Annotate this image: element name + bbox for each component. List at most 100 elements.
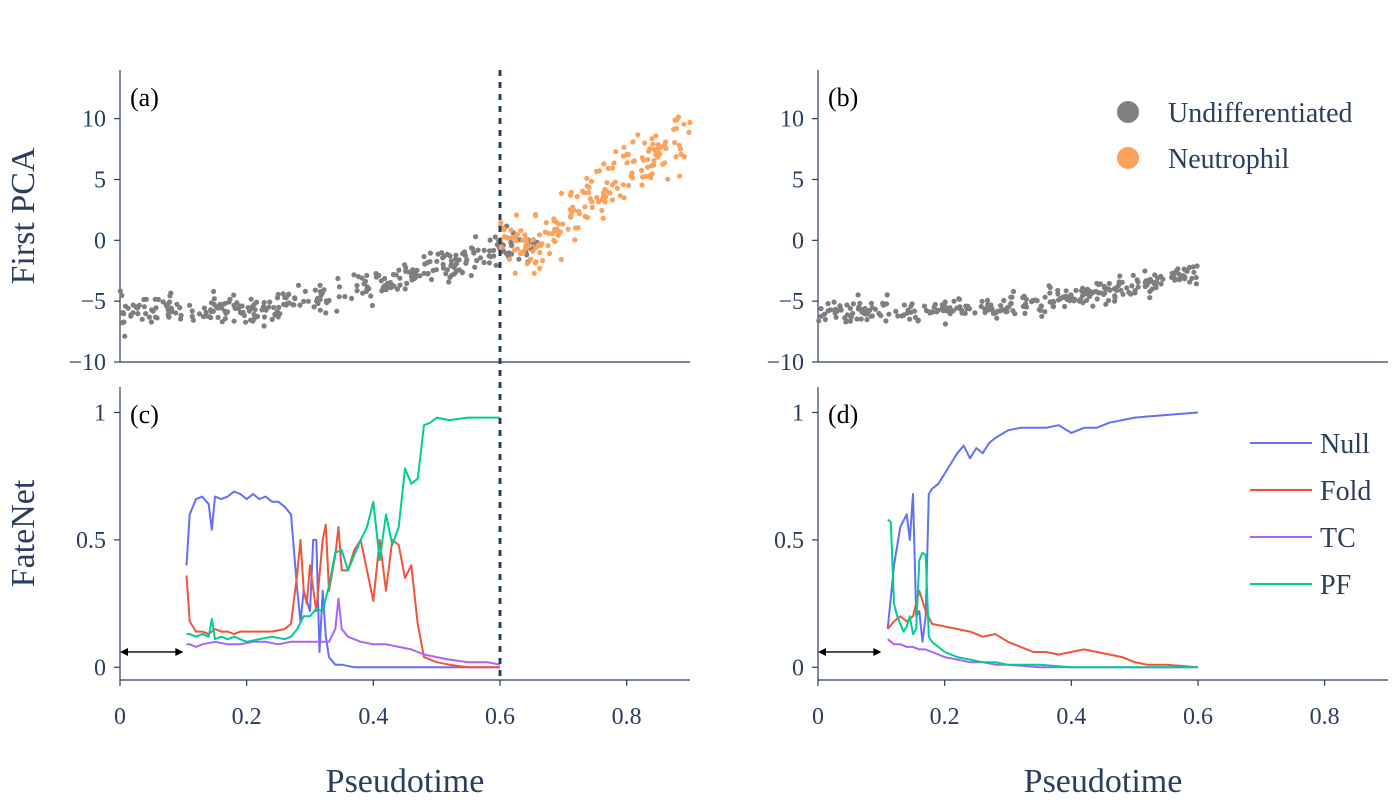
data-point [550, 230, 556, 237]
data-point [601, 161, 607, 167]
data-point [580, 188, 586, 194]
data-point [1142, 283, 1148, 290]
data-point [354, 288, 360, 294]
data-point [533, 245, 539, 251]
data-point [678, 151, 684, 157]
data-point [493, 262, 499, 268]
data-point [1008, 300, 1014, 306]
data-point [651, 158, 657, 164]
data-point [208, 300, 214, 306]
y-tick-label: −5 [80, 289, 106, 315]
data-point [166, 314, 172, 320]
data-point [122, 333, 128, 339]
x-tick-label: 0.4 [1056, 704, 1086, 730]
data-point [1047, 290, 1053, 296]
panel-b: 10 5 0 −5 −10 (b) Undifferentiated Neutrophil [766, 70, 1388, 376]
data-point [462, 249, 468, 255]
data-point [487, 237, 493, 243]
data-point [648, 175, 654, 181]
data-point [863, 311, 870, 317]
data-point [1055, 291, 1061, 297]
data-point [421, 254, 427, 260]
data-point [474, 258, 480, 264]
data-point [413, 272, 419, 278]
data-point [1012, 311, 1018, 317]
data-point [302, 288, 308, 294]
y-tick-label: 5 [792, 168, 804, 194]
panel-label: (a) [130, 83, 159, 112]
data-point [518, 228, 524, 234]
data-point [907, 316, 913, 322]
data-point [394, 286, 400, 292]
data-point [1084, 286, 1091, 292]
data-point [655, 142, 661, 148]
data-point [222, 300, 228, 307]
data-point [434, 258, 440, 264]
data-point [1149, 286, 1155, 292]
data-point [1160, 276, 1166, 282]
data-point [1090, 303, 1096, 309]
data-point [508, 227, 514, 233]
data-point [215, 314, 221, 320]
data-point [443, 271, 449, 277]
data-point [312, 287, 318, 293]
data-point [604, 180, 610, 186]
data-point [545, 243, 551, 249]
data-point [386, 284, 393, 290]
data-point [163, 302, 169, 308]
data-point [927, 310, 933, 316]
panel-a: 10 5 0 −5 −10 First PCA (a) [5, 70, 693, 376]
data-point [869, 313, 875, 319]
data-point [884, 292, 890, 298]
data-point [1147, 295, 1153, 301]
data-point [1124, 285, 1130, 291]
data-point [427, 250, 433, 256]
data-point [334, 308, 340, 314]
data-point [152, 314, 158, 320]
legend-label-fold: Fold [1320, 476, 1371, 507]
data-point [349, 295, 355, 301]
data-point [430, 267, 436, 274]
data-point [1106, 280, 1112, 287]
data-point [677, 173, 683, 179]
x-tick-label: 0.2 [930, 704, 960, 730]
data-point [551, 216, 557, 222]
data-point [208, 315, 214, 321]
data-point [1142, 268, 1148, 274]
data-point [486, 260, 492, 266]
data-point [286, 300, 292, 306]
data-point [315, 300, 321, 307]
x-tick-label: 0.8 [1310, 704, 1340, 730]
data-point [825, 301, 831, 307]
y-tick-label: 0 [94, 655, 106, 681]
data-point [872, 306, 879, 312]
data-point [326, 297, 332, 304]
legend-label-neutrophil: Neutrophil [1168, 144, 1290, 175]
data-point [311, 304, 317, 310]
data-point [491, 253, 497, 259]
data-point [470, 246, 476, 252]
data-point [621, 195, 627, 201]
y-tick-label: −10 [68, 350, 106, 376]
data-point [1076, 298, 1082, 304]
data-point [1119, 279, 1125, 285]
data-point [1151, 281, 1157, 287]
series-line-fold [185, 523, 500, 669]
data-point [362, 278, 369, 284]
data-point [886, 311, 892, 317]
y-tick-label: 10 [780, 107, 804, 133]
data-point [336, 284, 343, 290]
data-point [963, 303, 969, 309]
data-point [512, 270, 518, 276]
data-point [630, 159, 636, 165]
data-point [440, 255, 446, 261]
data-point [998, 303, 1004, 309]
data-point [397, 275, 403, 281]
data-point [317, 307, 323, 313]
data-point [203, 313, 209, 319]
data-point [547, 250, 553, 257]
data-point [477, 255, 484, 261]
data-point [500, 225, 506, 231]
panel-c: 1 0.5 00 0.2 0.4 0.6 0.8 FateNet Pseudotime (c) [5, 387, 690, 800]
